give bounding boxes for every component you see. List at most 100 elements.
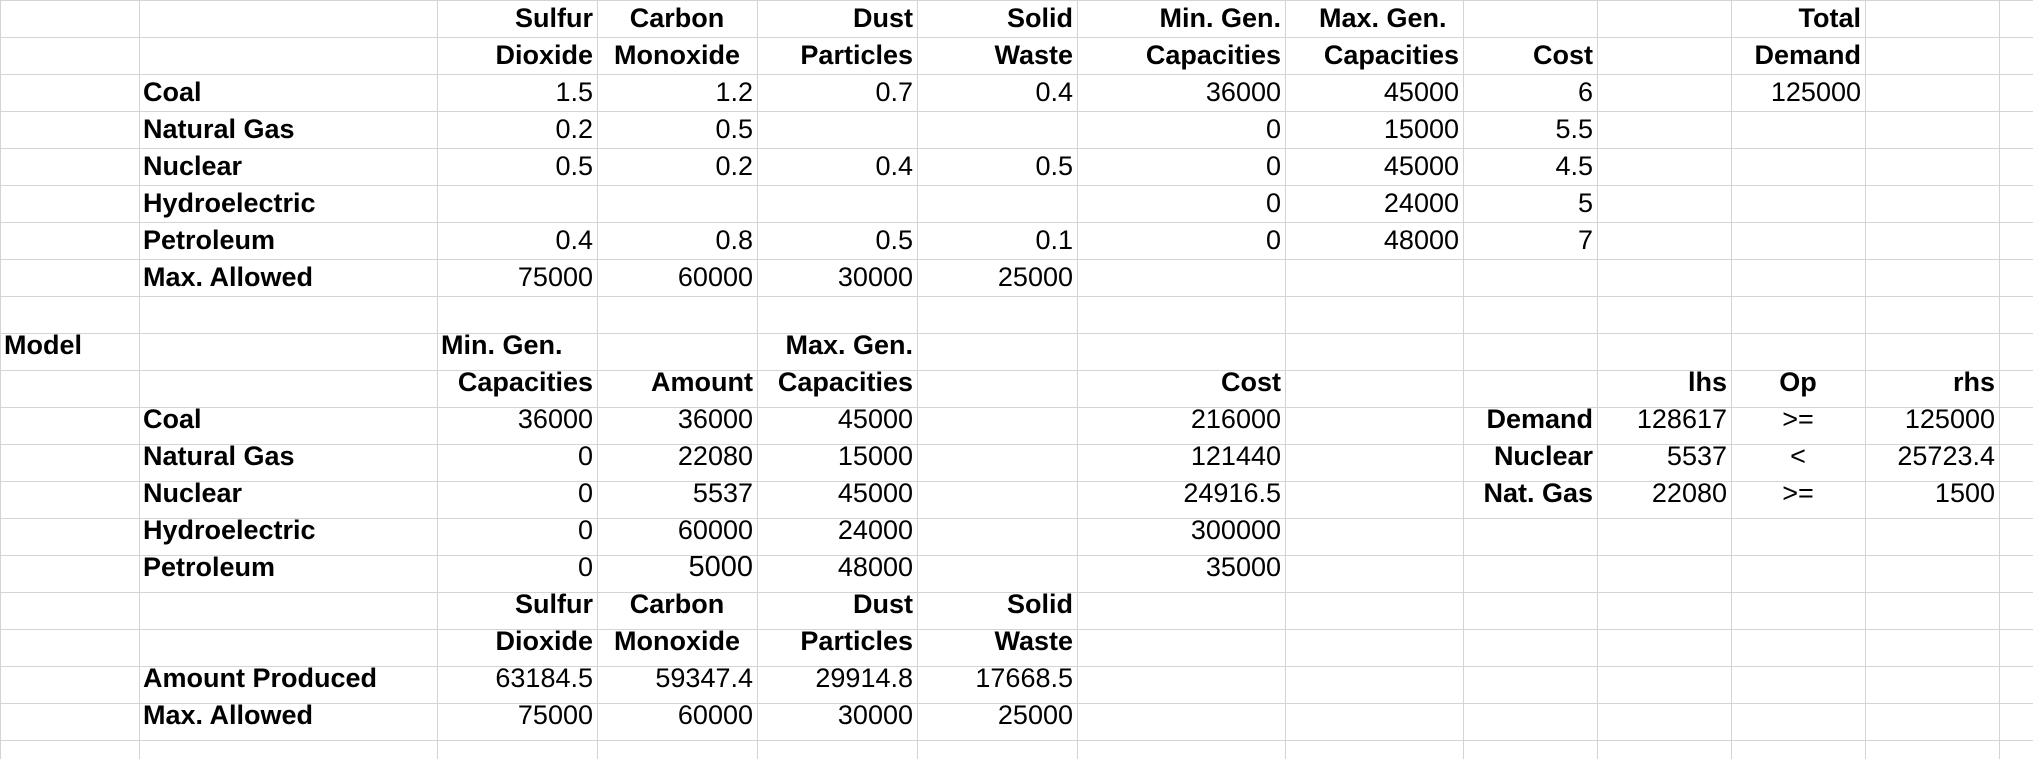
cell-coal-so2[interactable]: 1.5 — [555, 77, 593, 107]
header-cost[interactable]: Cost — [1533, 40, 1593, 70]
cell-hydro-max[interactable]: 24000 — [1383, 188, 1459, 218]
model-row-label-coal[interactable]: Coal — [143, 404, 202, 434]
constraint-nuclear-lhs[interactable]: 5537 — [1666, 441, 1727, 471]
model-row-label-max-allowed[interactable]: Max. Allowed — [143, 700, 314, 730]
cell-nuclear-so2[interactable]: 0.5 — [555, 151, 593, 181]
cell-gas-cost[interactable]: 5.5 — [1555, 114, 1593, 144]
header-carbon-line1[interactable]: Carbon — [629, 3, 725, 33]
produced-co[interactable]: 59347.4 — [655, 663, 753, 693]
model-gas-min[interactable]: 0 — [577, 441, 593, 471]
model-emission-header-solid-line2[interactable]: Waste — [994, 626, 1073, 656]
model-maxallowed-waste[interactable]: 25000 — [997, 700, 1073, 730]
header-solid-line2[interactable]: Waste — [994, 40, 1073, 70]
cell-petroleum-min[interactable]: 0 — [1265, 225, 1281, 255]
model-hydro-cost[interactable]: 300000 — [1190, 515, 1281, 545]
row-label-petroleum[interactable]: Petroleum — [143, 225, 276, 255]
row-label-nuclear[interactable]: Nuclear — [143, 151, 243, 181]
cell-gas-waste[interactable] — [917, 111, 1077, 148]
cell-petroleum-cost[interactable]: 7 — [1577, 225, 1593, 255]
model-maxallowed-co[interactable]: 60000 — [677, 700, 753, 730]
model-header-amount[interactable]: Amount — [651, 367, 753, 397]
cell-maxallowed-waste[interactable]: 25000 — [997, 262, 1073, 292]
model-emission-header-sulfur-line2[interactable]: Dioxide — [495, 626, 593, 656]
cell-maxallowed-co[interactable]: 60000 — [677, 262, 753, 292]
cell-maxallowed-dust[interactable]: 30000 — [837, 262, 913, 292]
constraint-header-lhs[interactable]: lhs — [1687, 367, 1727, 397]
model-emission-header-carbon-line2[interactable]: Monoxide — [614, 626, 740, 656]
constraint-natgas-rhs[interactable]: 1500 — [1934, 478, 1995, 508]
model-gas-max[interactable]: 15000 — [837, 441, 913, 471]
model-hydro-amount[interactable]: 60000 — [677, 515, 753, 545]
cell-nuclear-min[interactable]: 0 — [1265, 151, 1281, 181]
cell-petroleum-co[interactable]: 0.8 — [715, 225, 753, 255]
cell-nuclear-co[interactable]: 0.2 — [715, 151, 753, 181]
cell-petroleum-dust[interactable]: 0.5 — [875, 225, 913, 255]
model-emission-header-dust-line2[interactable]: Particles — [800, 626, 913, 656]
model-nuclear-cost[interactable]: 24916.5 — [1183, 478, 1281, 508]
cell-total-demand[interactable]: 125000 — [1770, 77, 1861, 107]
model-row-label-nuclear[interactable]: Nuclear — [143, 478, 243, 508]
model-header-maxgen-line1[interactable]: Max. Gen. — [785, 330, 913, 360]
header-sulfur-line2[interactable]: Dioxide — [495, 40, 593, 70]
cell-petroleum-waste[interactable]: 0.1 — [1035, 225, 1073, 255]
model-row-label-natural-gas[interactable]: Natural Gas — [143, 441, 295, 471]
cell-coal-waste[interactable]: 0.4 — [1035, 77, 1073, 107]
cell-gas-max[interactable]: 15000 — [1383, 114, 1459, 144]
model-header-mingen-line1[interactable]: Min. Gen. — [441, 330, 563, 360]
model-petroleum-max[interactable]: 48000 — [837, 552, 913, 582]
constraint-demand-rhs[interactable]: 125000 — [1904, 404, 1995, 434]
row-label-natural-gas[interactable]: Natural Gas — [143, 114, 295, 144]
model-maxallowed-dust[interactable]: 30000 — [837, 700, 913, 730]
model-hydro-max[interactable]: 24000 — [837, 515, 913, 545]
header-total-line2[interactable]: Demand — [1754, 40, 1861, 70]
model-header-mingen-line2[interactable]: Capacities — [457, 367, 593, 397]
model-emission-header-solid-line1[interactable]: Solid — [1007, 589, 1073, 619]
model-nuclear-amount[interactable]: 5537 — [692, 478, 753, 508]
cell-coal-cost[interactable]: 6 — [1577, 77, 1593, 107]
header-carbon-line2[interactable]: Monoxide — [614, 40, 740, 70]
constraint-label-demand[interactable]: Demand — [1486, 404, 1593, 434]
cell-nuclear-waste[interactable]: 0.5 — [1035, 151, 1073, 181]
cell-petroleum-so2[interactable]: 0.4 — [555, 225, 593, 255]
model-petroleum-cost[interactable]: 35000 — [1205, 552, 1281, 582]
cell-maxallowed-so2[interactable]: 75000 — [517, 262, 593, 292]
model-coal-amount[interactable]: 36000 — [677, 404, 753, 434]
constraint-header-op[interactable]: Op — [1779, 367, 1817, 397]
model-emission-header-sulfur-line1[interactable]: Sulfur — [515, 589, 593, 619]
row-label-coal[interactable]: Coal — [143, 77, 202, 107]
cell-coal-co[interactable]: 1.2 — [715, 77, 753, 107]
constraint-nuclear-rhs[interactable]: 25723.4 — [1897, 441, 1995, 471]
model-hydro-min[interactable]: 0 — [577, 515, 593, 545]
cell-gas-dust[interactable] — [757, 111, 917, 148]
produced-waste[interactable]: 17668.5 — [975, 663, 1073, 693]
cell-gas-min[interactable]: 0 — [1265, 114, 1281, 144]
header-dust-line2[interactable]: Particles — [800, 40, 913, 70]
cell-hydro-min[interactable]: 0 — [1265, 188, 1281, 218]
model-gas-cost[interactable]: 121440 — [1190, 441, 1281, 471]
row-label-amount-produced[interactable]: Amount Produced — [143, 663, 377, 693]
produced-dust[interactable]: 29914.8 — [815, 663, 913, 693]
model-petroleum-min[interactable]: 0 — [577, 552, 593, 582]
header-total-line1[interactable]: Total — [1798, 3, 1862, 33]
header-dust-line1[interactable]: Dust — [853, 3, 913, 33]
constraint-nuclear-op[interactable]: < — [1790, 441, 1806, 471]
header-sulfur-line1[interactable]: Sulfur — [515, 3, 593, 33]
constraint-demand-lhs[interactable]: 128617 — [1636, 404, 1727, 434]
header-maxgen-line2[interactable]: Capacities — [1323, 40, 1459, 70]
cell-coal-min[interactable]: 36000 — [1205, 77, 1281, 107]
model-header-cost[interactable]: Cost — [1221, 367, 1281, 397]
header-solid-line1[interactable]: Solid — [1007, 3, 1073, 33]
model-gas-amount[interactable]: 22080 — [677, 441, 753, 471]
cell-nuclear-cost[interactable]: 4.5 — [1555, 151, 1593, 181]
cell-nuclear-max[interactable]: 45000 — [1383, 151, 1459, 181]
model-coal-cost[interactable]: 216000 — [1190, 404, 1281, 434]
produced-so2[interactable]: 63184.5 — [495, 663, 593, 693]
constraint-header-rhs[interactable]: rhs — [1952, 367, 1995, 397]
row-label-max-allowed[interactable]: Max. Allowed — [143, 262, 314, 292]
constraint-demand-op[interactable]: >= — [1782, 404, 1814, 434]
header-maxgen-line1[interactable]: Max. Gen. — [1319, 3, 1447, 33]
constraint-natgas-lhs[interactable]: 22080 — [1651, 478, 1727, 508]
header-mingen-line1[interactable]: Min. Gen. — [1159, 3, 1282, 33]
model-nuclear-max[interactable]: 45000 — [837, 478, 913, 508]
